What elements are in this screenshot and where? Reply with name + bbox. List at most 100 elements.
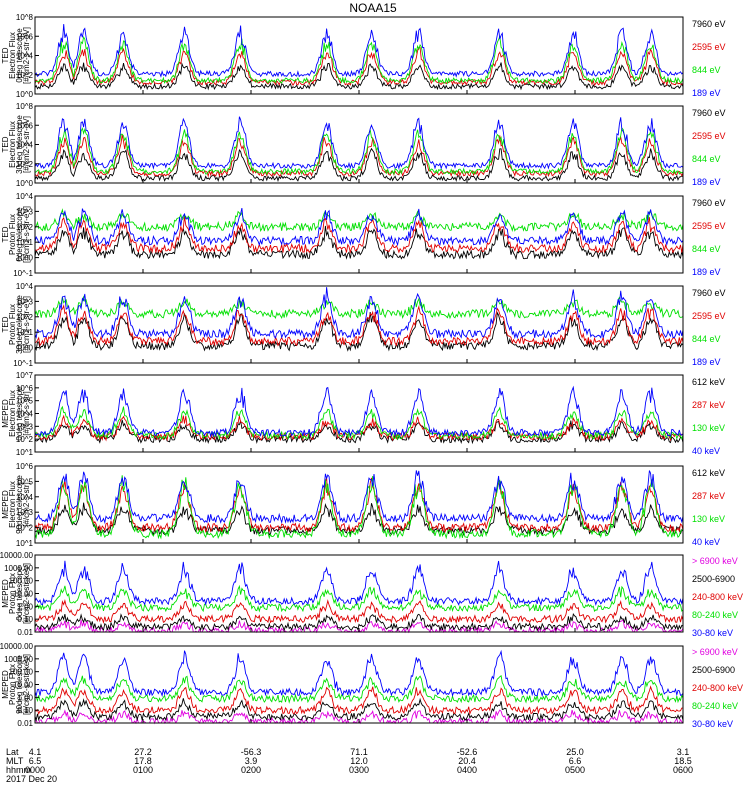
- y-axis-label: [#/cm2-s-str-eV]: [22, 116, 31, 173]
- y-tick-label: 10^6: [16, 462, 34, 471]
- legend-entry: 80-240 keV: [692, 701, 738, 711]
- legend-entry: 612 keV: [692, 377, 725, 387]
- legend-entry: 80-240 keV: [692, 610, 738, 620]
- legend-entry: 287 keV: [692, 400, 725, 410]
- y-axis-label: Electron Flux: [8, 481, 17, 528]
- series-line-3: [34, 599, 684, 625]
- x-tick-label-lat: 25.0: [566, 747, 584, 757]
- x-tick-label-mlt: 6.5: [29, 756, 42, 766]
- y-tick-label: 10^4: [16, 493, 34, 502]
- y-axis-label: 90deg telescope: [15, 475, 24, 534]
- series-line-2: [34, 134, 684, 178]
- x-tick-label-hhmm: 0100: [133, 765, 153, 775]
- y-axis-label: TED: [1, 316, 10, 332]
- legend-entry: 612 keV: [692, 468, 725, 478]
- y-tick-label: 10^2: [16, 313, 34, 322]
- panel-8: 0.01 0.10 1.00 10.00 100.00 1000.00 10000.00 ME…: [0, 642, 743, 729]
- y-tick-label: 1.00: [17, 602, 33, 611]
- footer-label-hhmm: hhmm: [6, 765, 31, 775]
- y-axis-label: MEPED: [1, 399, 10, 428]
- series-line-4: [34, 470, 684, 525]
- series-line-3: [34, 685, 683, 716]
- series-line-4: [34, 24, 684, 78]
- legend-entry: 30-80 keV: [692, 628, 733, 638]
- legend-entry: 287 keV: [692, 491, 725, 501]
- legend-entry: 240-800 keV: [692, 683, 743, 693]
- y-axis-label: MEPED: [1, 490, 10, 519]
- panel-frame: [34, 105, 684, 184]
- y-tick-label: 10^0: [16, 179, 34, 188]
- legend-entry: > 6900 keV: [692, 647, 738, 657]
- x-tick-label-lat: -56.3: [241, 747, 262, 757]
- series-line-4: [34, 584, 684, 613]
- series-line-2: [34, 697, 684, 722]
- panel-frame: [34, 554, 684, 633]
- y-tick-label: 10000.00: [0, 642, 34, 651]
- y-tick-label: 10^3: [16, 207, 34, 216]
- x-tick-label-mlt: 18.5: [674, 756, 692, 766]
- y-tick-label: 0.10: [17, 706, 33, 715]
- y-axis-label: MEPED: [1, 670, 10, 699]
- legend-entry: 189 eV: [692, 267, 721, 277]
- y-axis-label: Proton Flux: [8, 214, 17, 255]
- series-line-3: [34, 208, 684, 233]
- x-tick-label-lat: 3.1: [677, 747, 690, 757]
- legend-entry: 7960 eV: [692, 288, 726, 298]
- y-tick-label: 10^7: [16, 371, 34, 380]
- panel-frame: [34, 465, 684, 544]
- y-axis-label: Electron Flux: [8, 121, 17, 168]
- series-line-5: [34, 560, 684, 607]
- panel-frame: [34, 285, 684, 364]
- legend-entry: 2595 eV: [692, 221, 726, 231]
- legend-entry: 130 keV: [692, 514, 725, 524]
- y-axis-label: [#/cm2-s-str-keV]: [22, 563, 31, 624]
- legend-entry: 2595 eV: [692, 42, 726, 52]
- y-axis-label: [#/cm2-s-str-eV]: [22, 296, 31, 353]
- series-line-3: [34, 127, 684, 176]
- series-line-4: [34, 116, 684, 170]
- y-tick-label: 10^2: [16, 160, 34, 169]
- y-axis-label: MEPED: [1, 579, 10, 608]
- series-line-2: [34, 612, 684, 632]
- series-line-3: [34, 295, 684, 320]
- series-line-4: [34, 287, 684, 340]
- y-tick-label: 10^4: [16, 141, 34, 150]
- legend-entry: 189 eV: [692, 88, 721, 98]
- series-line-1: [34, 225, 684, 261]
- y-axis-label: [#/cm2-s-str]: [22, 482, 31, 526]
- y-tick-label: 10^6: [16, 32, 34, 41]
- footer-date: 2017 Dec 20: [6, 774, 57, 784]
- y-axis-label: TED: [1, 226, 10, 242]
- y-tick-label: 0.01: [17, 719, 33, 728]
- y-axis-label: Electron Flux: [8, 390, 17, 437]
- series-line-5: [34, 649, 684, 698]
- x-tick-label-mlt: 17.8: [134, 756, 152, 766]
- y-tick-label: 10^0: [16, 254, 34, 263]
- legend-entry: 40 keV: [692, 446, 720, 456]
- legend-entry: 844 eV: [692, 334, 721, 344]
- legend-entry: 189 eV: [692, 177, 721, 187]
- y-tick-label: 10^6: [16, 121, 34, 130]
- y-tick-label: 10^0: [16, 344, 34, 353]
- y-tick-label: 10^3: [16, 297, 34, 306]
- panel-frame: [34, 195, 684, 274]
- legend-entry: 2595 eV: [692, 311, 726, 321]
- panel-5: 10^1 10^2 10^3 10^4 10^5 10^6 10^7 MEPEDElectro…: [1, 371, 725, 457]
- y-axis-label: [#/cm2-s-str-eV]: [22, 27, 31, 84]
- legend-entry: > 6900 keV: [692, 556, 738, 566]
- series-line-4: [34, 208, 684, 247]
- x-tick-label-hhmm: 0300: [349, 765, 369, 775]
- y-axis-label: 0deg telescope: [15, 207, 24, 262]
- y-tick-label: 10^0: [16, 90, 34, 99]
- y-axis-label: TED: [1, 47, 10, 63]
- y-tick-label: 10^4: [16, 52, 34, 61]
- legend-entry: 7960 eV: [692, 19, 726, 29]
- y-tick-label: 10^1: [16, 539, 34, 548]
- x-tick-label-mlt: 12.0: [350, 756, 368, 766]
- legend-entry: 30-80 keV: [692, 719, 733, 729]
- series-line-2: [34, 46, 684, 87]
- time-axis-footer: Lat MLT hhmm 2017 Dec 20 4.16.5000027.21…: [6, 747, 693, 784]
- footer-label-mlt: MLT: [6, 756, 24, 766]
